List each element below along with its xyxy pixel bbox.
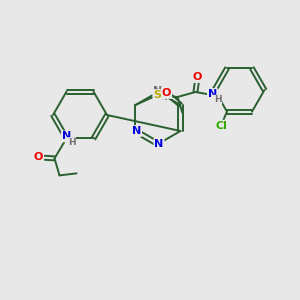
Text: H: H	[68, 138, 75, 147]
Text: N: N	[208, 89, 217, 99]
Text: O: O	[34, 152, 43, 162]
Text: O: O	[162, 88, 171, 98]
Text: H: H	[214, 95, 221, 104]
Text: N: N	[132, 126, 141, 136]
Text: H: H	[159, 92, 167, 101]
Text: N: N	[153, 86, 163, 96]
Text: N: N	[62, 131, 71, 141]
Text: S: S	[154, 90, 161, 100]
Text: O: O	[193, 72, 202, 82]
Text: N: N	[154, 139, 164, 149]
Text: Cl: Cl	[215, 121, 227, 131]
